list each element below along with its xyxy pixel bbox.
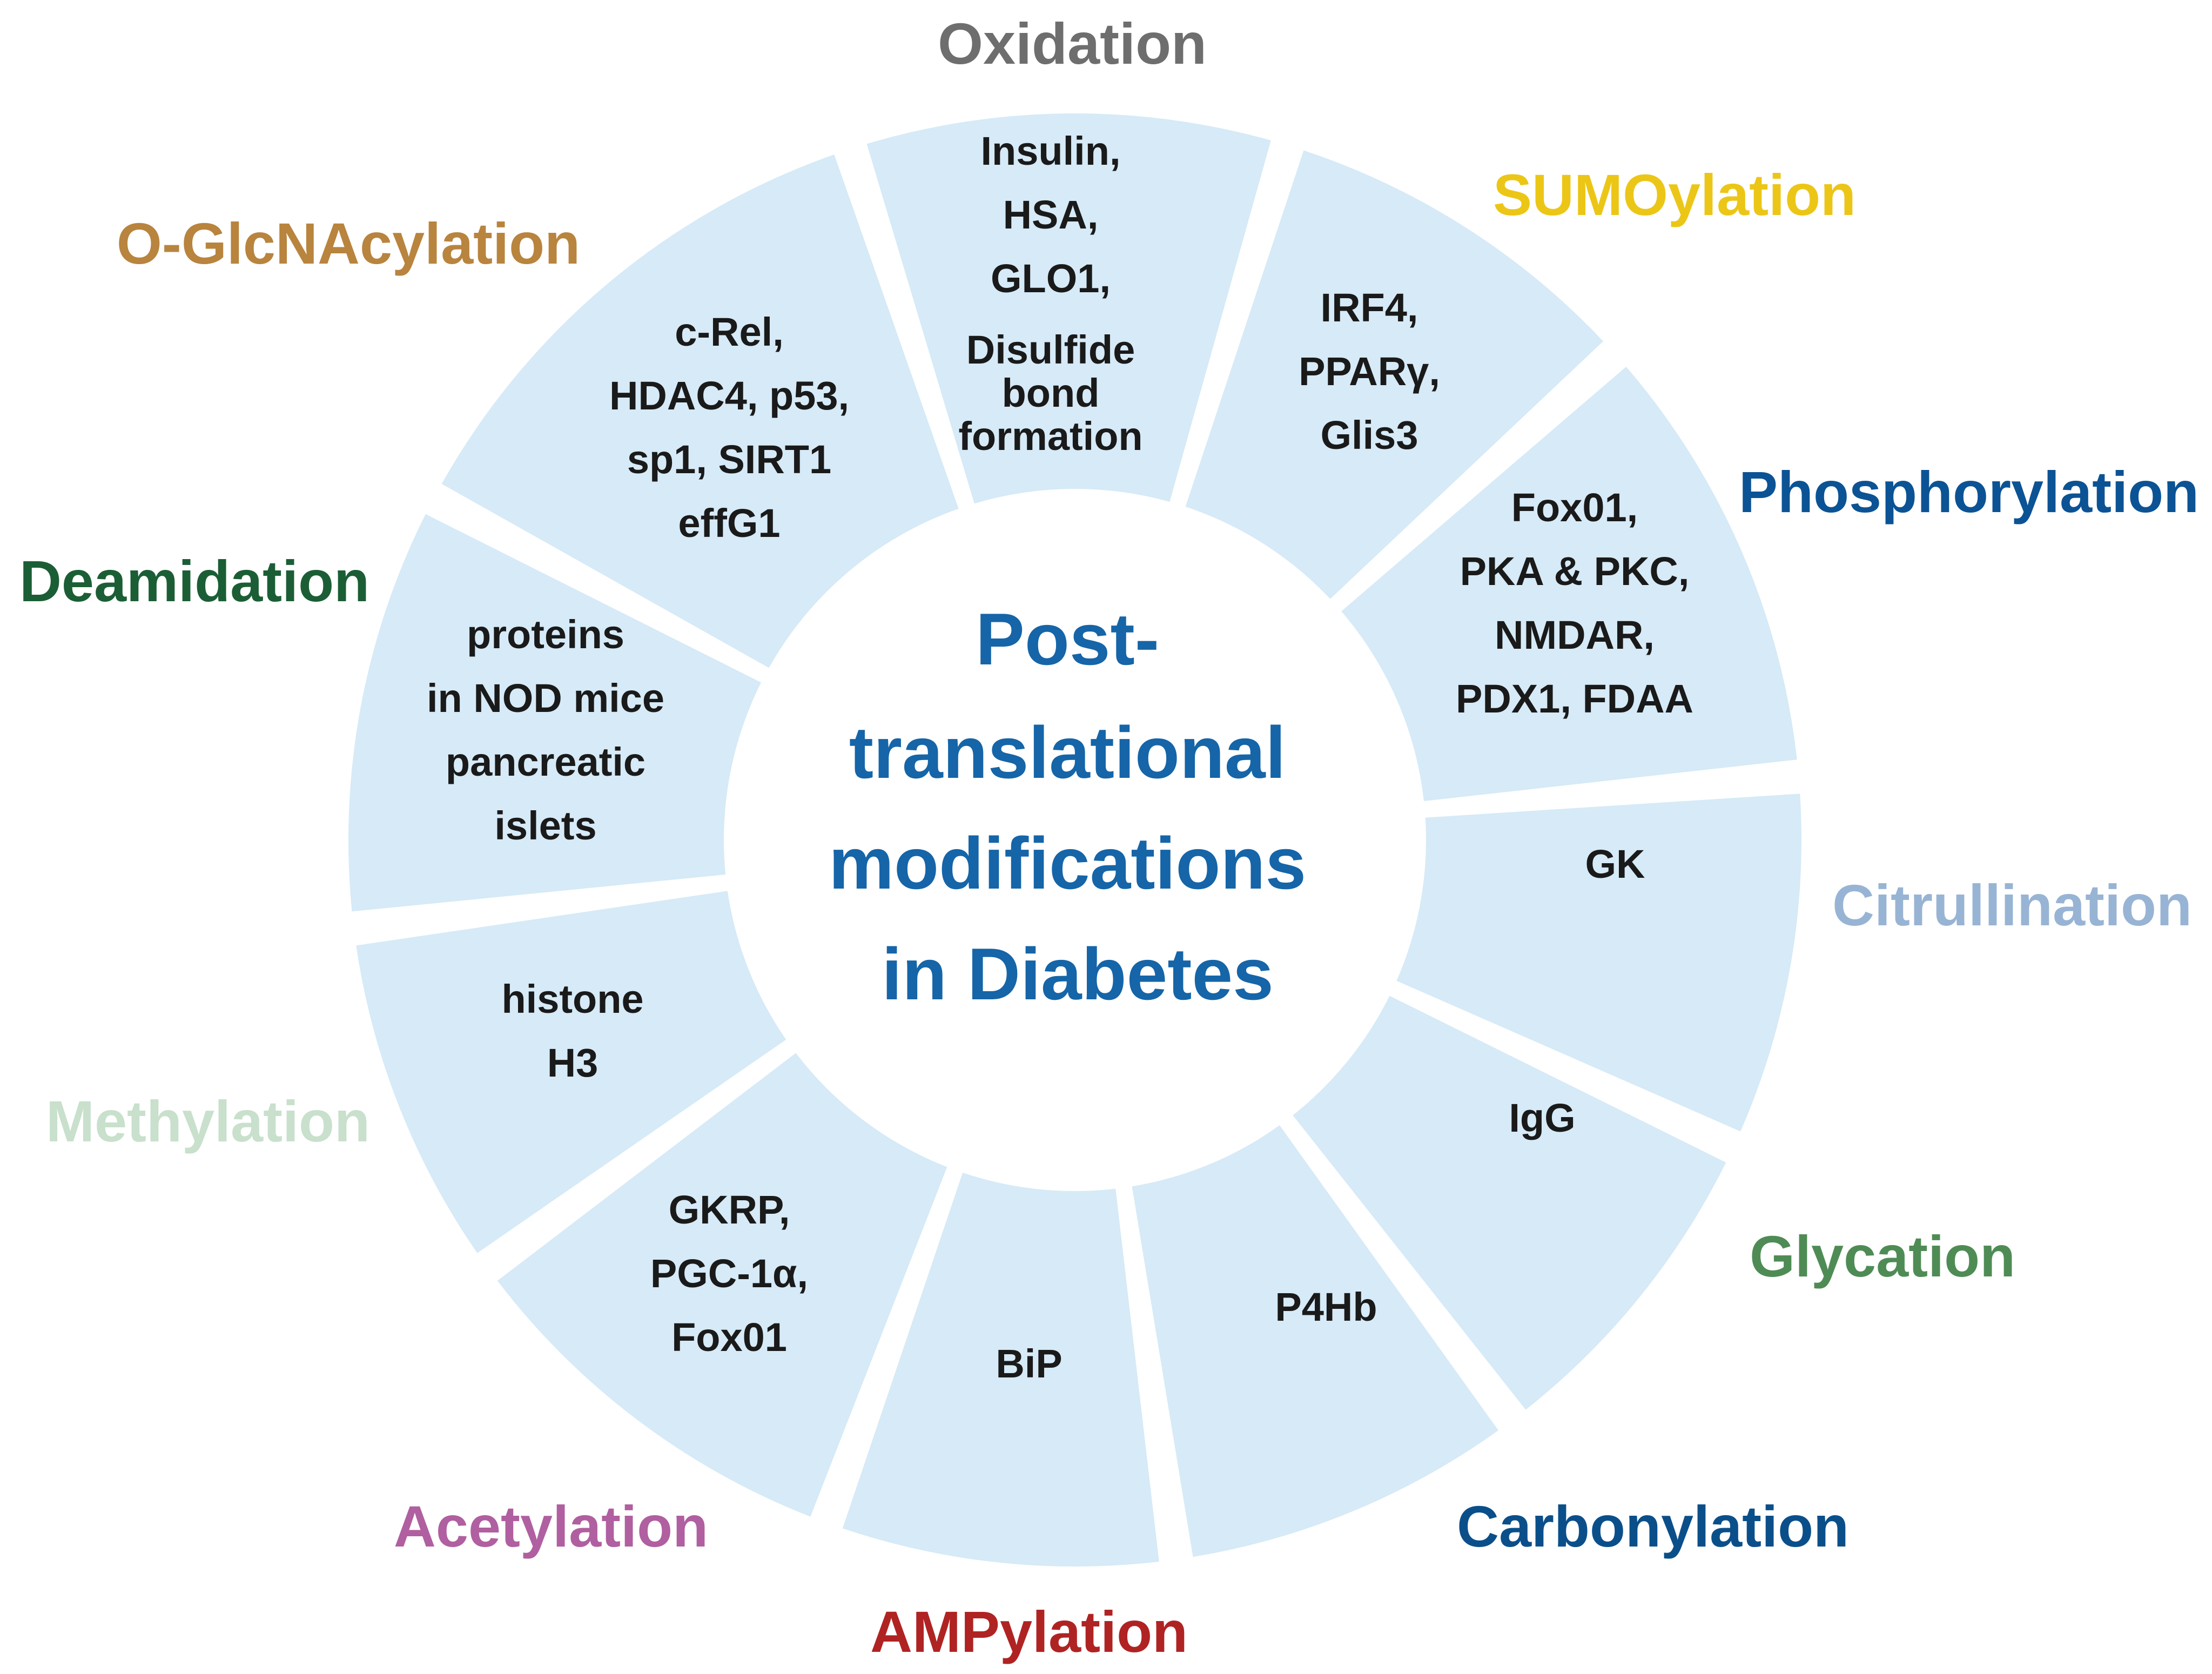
target-line: formation: [958, 414, 1142, 459]
label-oxidation: Oxidation: [938, 11, 1207, 76]
segment-targets-carbonylation: P4Hb: [1275, 1285, 1377, 1329]
target-line: GLO1,: [991, 256, 1111, 301]
target-line: H3: [547, 1040, 599, 1085]
label-o-glcnacylation: O-GlcNAcylation: [117, 211, 580, 276]
segment-ampylation: [842, 1172, 1159, 1567]
target-line: Disulfide: [966, 327, 1135, 372]
target-line: Fox01: [671, 1315, 787, 1360]
target-line: GK: [1585, 842, 1645, 886]
target-line: NMDAR,: [1495, 613, 1655, 657]
segment-target-texts: Insulin, HSA, GLO1, Disulfide bond formationI…: [427, 129, 1693, 1386]
segment-deamidation: [348, 514, 762, 912]
label-ampylation: AMPylation: [870, 1599, 1188, 1664]
target-line: GKRP,: [669, 1187, 790, 1232]
target-line: Fox01,: [1511, 485, 1638, 530]
target-line: islets: [494, 803, 596, 848]
segment-acetylation: [497, 1053, 947, 1517]
segment-targets-glycation: IgG: [1509, 1095, 1575, 1140]
target-line: histone: [501, 977, 643, 1021]
segment-targets-citrullination: GK: [1585, 842, 1645, 886]
segment-sumoylation: [1185, 150, 1604, 599]
center-title-line: modifications: [829, 822, 1306, 904]
segment-targets-methylation: histone H3: [501, 977, 643, 1085]
target-line: Glis3: [1321, 413, 1418, 458]
target-line: in NOD mice: [427, 676, 664, 721]
label-citrullination: Citrullination: [1832, 872, 2192, 938]
target-line: HSA,: [1003, 192, 1099, 237]
center-title: Post- translational modifications in Dia…: [829, 598, 1327, 1015]
segment-targets-acetylation: GKRP, PGC-1α, Fox01: [650, 1187, 808, 1360]
target-line: PDX1, FDAA: [1456, 676, 1693, 721]
segment-targets-o-glcnacylation: c-Rel, HDAC4, p53, sp1, SIRT1 effG1: [609, 310, 849, 546]
center-title-line: Post-: [976, 598, 1159, 680]
target-line: PGC-1α,: [650, 1251, 808, 1296]
target-line: proteins: [467, 612, 624, 657]
segment-oxidation: [866, 113, 1271, 504]
segment-targets-phosphorylation: Fox01, PKA & PKC, NMDAR, PDX1, FDAA: [1456, 485, 1693, 721]
segment-citrullination: [1396, 794, 1801, 1132]
label-methylation: Methylation: [46, 1088, 370, 1154]
target-line: BiP: [996, 1341, 1062, 1386]
target-line: PPARγ,: [1299, 349, 1440, 394]
target-line: effG1: [678, 501, 780, 546]
label-acetylation: Acetylation: [394, 1494, 708, 1559]
label-glycation: Glycation: [1750, 1223, 2015, 1289]
center-title-line: translational: [849, 711, 1286, 794]
modification-labels: Oxidation SUMOylation Phosphorylation Citru…: [19, 11, 2199, 1664]
segment-methylation: [356, 891, 786, 1253]
wheel-segments: [348, 113, 1801, 1567]
segment-targets-oxidation: Insulin, HSA, GLO1, Disulfide bond formation: [958, 129, 1142, 459]
target-line: IgG: [1509, 1095, 1575, 1140]
segment-carbonylation: [1132, 1125, 1498, 1557]
segment-glycation: [1293, 996, 1726, 1410]
target-line: Insulin,: [981, 129, 1121, 173]
label-carbonylation: Carbonylation: [1457, 1494, 1849, 1559]
segment-phosphorylation: [1341, 366, 1797, 802]
segment-targets-ampylation: BiP: [996, 1341, 1062, 1386]
label-phosphorylation: Phosphorylation: [1739, 459, 2199, 525]
target-line: HDAC4, p53,: [609, 373, 849, 418]
label-sumoylation: SUMOylation: [1493, 162, 1856, 227]
segment-targets-sumoylation: IRF4, PPARγ, Glis3: [1299, 285, 1440, 458]
segment-targets-deamidation: proteins in NOD mice pancreatic islets: [427, 612, 664, 848]
target-line: sp1, SIRT1: [627, 437, 831, 482]
target-line: bond: [1002, 371, 1100, 415]
target-line: PKA & PKC,: [1460, 549, 1690, 594]
center-title-line: in Diabetes: [882, 933, 1274, 1015]
segment-o-glcnacylation: [441, 154, 959, 668]
label-deamidation: Deamidation: [19, 548, 369, 614]
target-line: pancreatic: [446, 739, 646, 784]
target-line: P4Hb: [1275, 1285, 1377, 1329]
target-line: IRF4,: [1321, 285, 1418, 330]
target-line: c-Rel,: [675, 310, 784, 354]
